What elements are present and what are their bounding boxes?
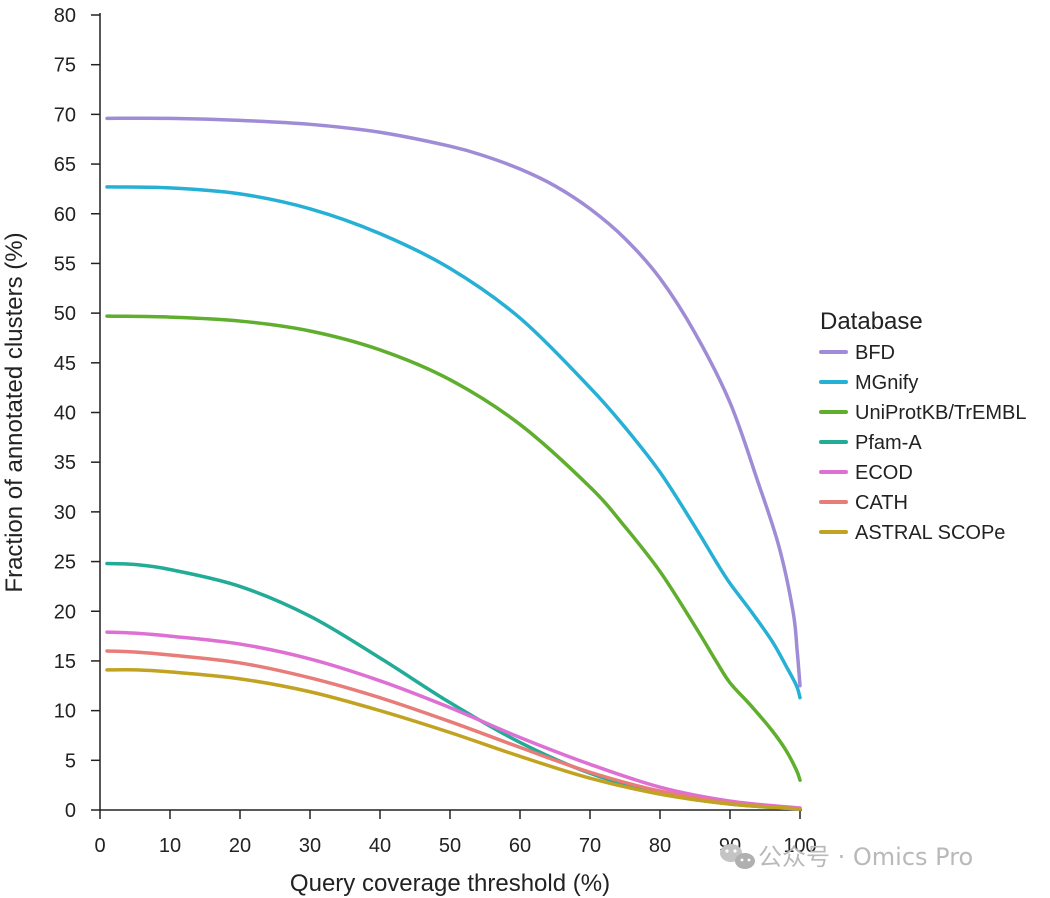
y-tick-label: 10 — [54, 701, 76, 723]
x-tick-label: 80 — [649, 835, 671, 857]
y-tick-label: 20 — [54, 601, 76, 623]
x-tick-label: 50 — [439, 835, 461, 857]
y-tick-label: 5 — [65, 750, 76, 772]
series-line-uniprotkb-trembl — [105, 314, 802, 782]
wechat-icon — [720, 844, 755, 869]
series-lines — [105, 116, 802, 811]
y-axis-title: Fraction of annotated clusters (%) — [1, 232, 28, 592]
legend-items: BFD MGnify UniProtKB/TrEMBL Pfam-A ECOD CATH A… — [819, 342, 1027, 544]
legend-label-uniprotkb-trembl: UniProtKB/TrEMBL — [855, 402, 1027, 424]
legend-label-cath: CATH — [855, 492, 908, 514]
y-tick-label: 70 — [54, 104, 76, 126]
series-line-mgnify — [105, 185, 802, 700]
legend-label-ecod: ECOD — [855, 462, 913, 484]
x-axis-title: Query coverage threshold (%) — [290, 870, 610, 897]
watermark-text: 公众号 · Omics Pro — [758, 843, 973, 871]
y-tick-label: 30 — [54, 502, 76, 524]
series-line-bfd — [105, 116, 802, 688]
x-axis-ticks: 0102030405060708090100 — [94, 810, 817, 857]
y-tick-label: 55 — [54, 253, 76, 275]
series-line-pfam-a — [105, 561, 802, 811]
y-tick-label: 60 — [54, 204, 76, 226]
y-tick-label: 45 — [54, 353, 76, 375]
y-tick-label: 35 — [54, 452, 76, 474]
legend: Database BFD MGnify UniProtKB/TrEMBL Pfam-A… — [819, 308, 1027, 544]
series-line-astral-scope — [105, 667, 802, 811]
y-tick-label: 80 — [54, 5, 76, 27]
legend-label-mgnify: MGnify — [855, 372, 918, 394]
y-tick-label: 15 — [54, 651, 76, 673]
x-tick-label: 30 — [299, 835, 321, 857]
legend-title: Database — [820, 308, 923, 335]
y-tick-label: 0 — [65, 800, 76, 822]
legend-label-pfam-a: Pfam-A — [855, 432, 922, 454]
x-tick-label: 100 — [783, 835, 816, 857]
y-tick-label: 50 — [54, 303, 76, 325]
legend-label-astral-scope: ASTRAL SCOPe — [855, 522, 1005, 544]
x-tick-label: 10 — [159, 835, 181, 857]
x-tick-label: 60 — [509, 835, 531, 857]
y-tick-label: 25 — [54, 552, 76, 574]
watermark: 公众号 · Omics Pro — [720, 843, 973, 871]
y-tick-label: 75 — [54, 55, 76, 77]
x-tick-label: 40 — [369, 835, 391, 857]
x-tick-label: 0 — [94, 835, 105, 857]
series-line-ecod — [105, 630, 802, 810]
legend-label-bfd: BFD — [855, 342, 895, 364]
chart-axes: 0 5 10 15 20 25 30 35 40 45 50 55 60 65 70 75 80 0 10 20 30… — [54, 5, 817, 857]
x-tick-label: 20 — [229, 835, 251, 857]
x-tick-label: 70 — [579, 835, 601, 857]
series-line-cath — [105, 649, 802, 811]
y-tick-label: 65 — [54, 154, 76, 176]
y-tick-label: 40 — [54, 403, 76, 425]
y-axis-ticks: 0 5 10 15 20 25 30 35 40 45 50 55 60 65 70 75 80 — [54, 5, 100, 822]
